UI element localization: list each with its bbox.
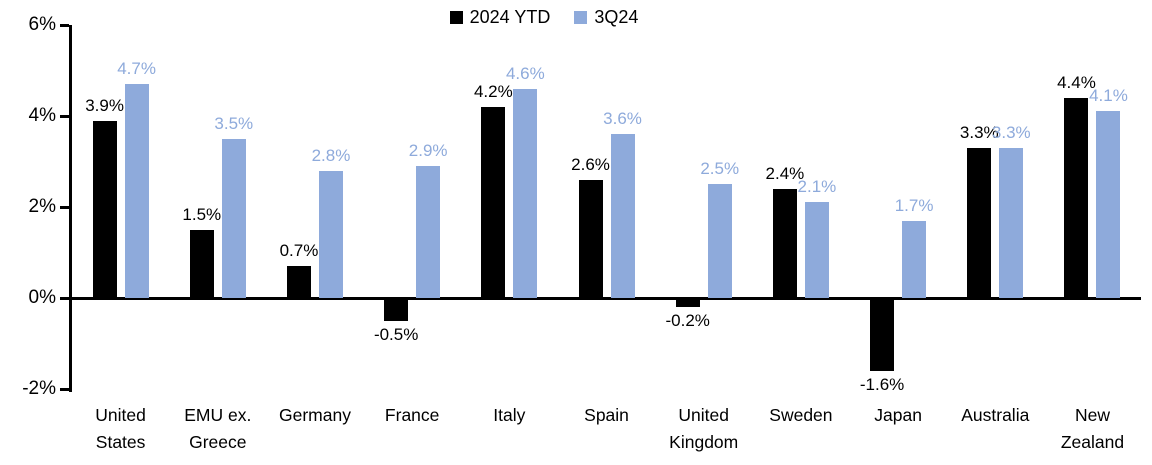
category-label: United States xyxy=(95,405,146,452)
value-label-2024-ytd: 1.5% xyxy=(182,204,222,224)
bar-group: 1.5% 3.5% xyxy=(169,25,266,389)
category-label: United Kingdom xyxy=(669,405,739,452)
bar-2024-ytd xyxy=(189,229,214,298)
bar-3q24 xyxy=(999,147,1024,298)
y-axis-line xyxy=(69,25,72,392)
y-axis-tick xyxy=(60,297,69,300)
y-axis-tick xyxy=(60,206,69,209)
value-label-3q24: 2.5% xyxy=(700,159,740,179)
legend-item-2024-ytd: 2024 YTD xyxy=(449,7,551,28)
chart-legend: 2024 YTD 3Q24 xyxy=(0,7,1088,28)
bar-3q24 xyxy=(610,134,635,298)
bar-3q24 xyxy=(1096,111,1121,298)
bar-group: 3.3% 3.3% xyxy=(947,25,1044,389)
bar-2024-ytd xyxy=(967,147,992,298)
y-axis-tick-label: 6% xyxy=(28,14,56,35)
category-label: France xyxy=(384,405,440,425)
value-label-3q24: 3.6% xyxy=(603,109,642,129)
value-label-3q24: 3.5% xyxy=(214,113,254,133)
bar-group: -1.6% 1.7% xyxy=(850,25,947,394)
category-label: Spain xyxy=(584,405,629,425)
value-label-3q24: 4.6% xyxy=(505,63,545,83)
legend-label-3q24: 3Q24 xyxy=(594,7,639,27)
legend-label-2024-ytd: 2024 YTD xyxy=(469,7,551,27)
value-label-3q24: 2.1% xyxy=(797,177,837,197)
category-label: Japan xyxy=(874,405,922,425)
bar-3q24 xyxy=(221,138,246,298)
bar-group: -0.2% 2.5% xyxy=(655,25,752,389)
value-label-3q24: 1.7% xyxy=(894,195,934,215)
bar-2024-ytd xyxy=(92,120,117,298)
value-label-3q24: 4.1% xyxy=(1089,86,1128,106)
value-label-2024-ytd: 4.2% xyxy=(473,81,513,101)
y-axis-tick xyxy=(60,388,69,391)
value-label-3q24: 3.3% xyxy=(991,122,1031,142)
y-axis-tick-label: 4% xyxy=(28,105,56,126)
x-axis-category-labels: United States EMU ex. Greece Germany France… xyxy=(72,402,1141,456)
bar-2024-ytd xyxy=(1064,97,1089,298)
bar-group: 4.2% 4.6% xyxy=(461,25,558,389)
bar-2024-ytd xyxy=(870,298,895,371)
value-label-3q24: 2.9% xyxy=(408,141,448,161)
bar-2024-ytd xyxy=(675,298,700,308)
y-axis-tick-label: 2% xyxy=(28,196,56,217)
value-label-2024-ytd: -0.2% xyxy=(665,311,710,331)
y-axis-tick-label: -2% xyxy=(22,378,56,399)
y-axis-tick xyxy=(60,115,69,118)
category-label: New Zealand xyxy=(1060,405,1125,452)
bar-2024-ytd xyxy=(578,179,603,298)
value-label-2024-ytd: -0.5% xyxy=(373,324,419,344)
category-label: EMU ex. Greece xyxy=(184,405,252,452)
bar-group: 4.4% 4.1% xyxy=(1044,25,1141,389)
bar-group: 3.9% 4.7% xyxy=(72,25,169,389)
bar-group: 0.7% 2.8% xyxy=(266,25,363,389)
bar-group: 2.4% 2.1% xyxy=(752,25,849,389)
category-label: Australia xyxy=(961,405,1030,425)
bar-2024-ytd xyxy=(384,298,409,321)
value-label-2024-ytd: 2.6% xyxy=(571,154,610,174)
x-axis-line xyxy=(69,297,1141,300)
value-label-2024-ytd: 3.9% xyxy=(85,95,124,115)
bar-3q24 xyxy=(707,184,732,298)
bar-2024-ytd xyxy=(481,106,506,298)
value-label-2024-ytd: -1.6% xyxy=(859,374,905,394)
y-axis-tick-label: 0% xyxy=(28,287,56,308)
bar-group: 2.6% 3.6% xyxy=(558,25,655,389)
value-label-2024-ytd: 2.4% xyxy=(765,163,805,183)
plot-area: 3.9% 4.7% 1.5% 3.5% 0.7% 2.8% -0.5% 2.9% 4.2% 4.6… xyxy=(72,25,1141,394)
legend-item-3q24: 3Q24 xyxy=(574,7,638,28)
value-label-3q24: 2.8% xyxy=(311,145,351,165)
bar-2024-ytd xyxy=(286,266,311,298)
bar-3q24 xyxy=(124,84,149,298)
bar-3q24 xyxy=(804,202,829,298)
bar-group: -0.5% 2.9% xyxy=(364,25,461,389)
category-label: Italy xyxy=(493,405,526,425)
value-label-3q24: 4.7% xyxy=(117,59,156,79)
category-label: Germany xyxy=(278,405,351,425)
y-axis-tick xyxy=(60,24,69,27)
value-label-2024-ytd: 0.7% xyxy=(279,241,319,261)
bar-3q24 xyxy=(416,166,441,298)
legend-swatch-3q24 xyxy=(574,11,588,24)
bar-2024-ytd xyxy=(772,188,797,298)
legend-swatch-2024-ytd xyxy=(449,11,463,24)
bar-3q24 xyxy=(318,170,343,298)
bar-3q24 xyxy=(513,88,538,298)
bar-3q24 xyxy=(902,220,927,298)
value-label-2024-ytd: 4.4% xyxy=(1057,72,1096,92)
category-label: Sweden xyxy=(769,405,833,425)
value-label-2024-ytd: 3.3% xyxy=(959,122,999,142)
